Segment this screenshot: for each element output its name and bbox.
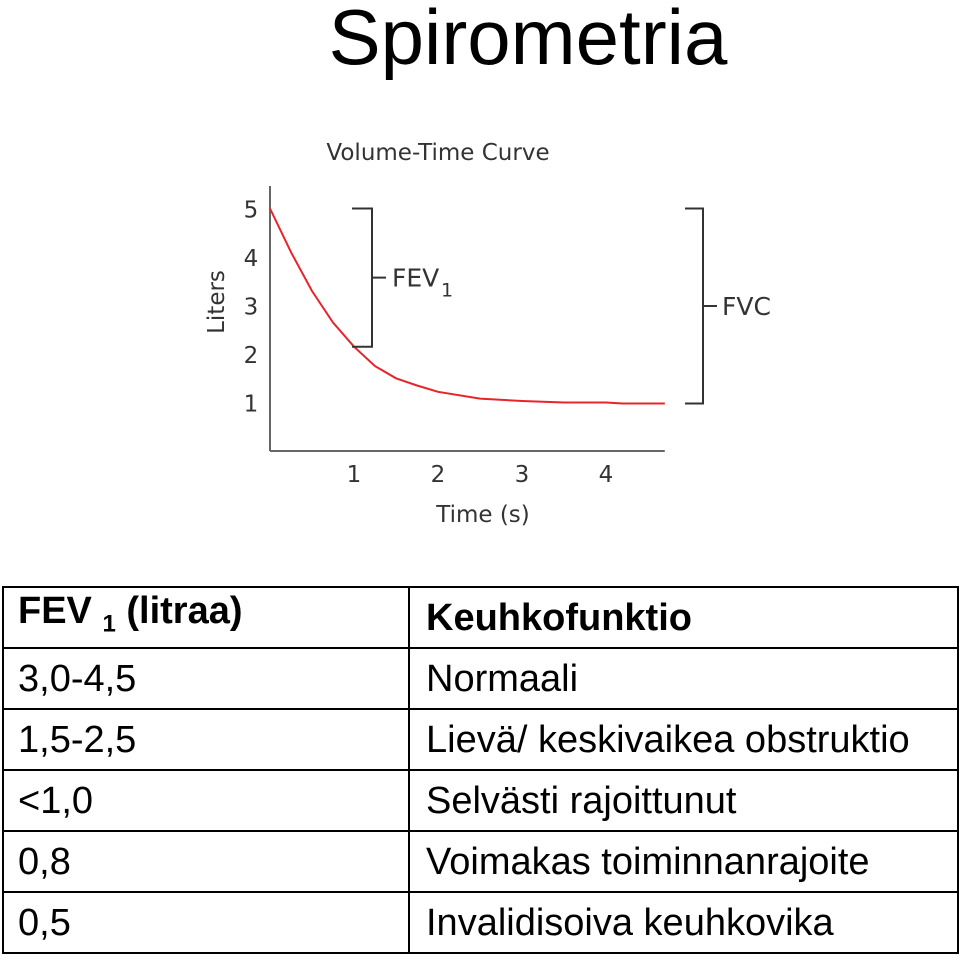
x-axis-label: Time (s): [435, 502, 530, 528]
fvc-bracket: [685, 207, 704, 405]
header-keuhkofunktio: Keuhkofunktio: [408, 586, 959, 649]
fev1-table: FEV 1 (litraa) Keuhkofunktio 3,0-4,5 Norm…: [2, 586, 959, 954]
x-tick-label: 1: [347, 462, 362, 488]
header-fev-sub: 1: [102, 610, 116, 638]
volume-curve-line: [269, 208, 665, 405]
x-tick-label: 2: [431, 462, 446, 488]
volume-time-chart-svg: Volume-Time Curve 1 2 3 4 5 1 2 3 4 Time (s) Liters…: [204, 140, 771, 528]
y-tick-label: 3: [244, 295, 259, 321]
function-cell: Lievä/ keskivaikea obstruktio: [408, 708, 959, 771]
header-fev-rest: (litraa): [115, 589, 243, 632]
table-row: 0,8 Voimakas toiminnanrajoite: [2, 830, 959, 893]
function-cell: Normaali: [408, 647, 959, 710]
chart-title: Volume-Time Curve: [326, 140, 549, 166]
y-tick-label: 4: [244, 246, 259, 272]
function-cell: Selvästi rajoittunut: [408, 769, 959, 832]
table-row: 3,0-4,5 Normaali: [2, 647, 959, 710]
header-fev-main: FEV: [18, 589, 92, 632]
table-row: 0,5 Invalidisoiva keuhkovika: [2, 891, 959, 954]
fev1-cell: <1,0: [2, 769, 410, 832]
y-tick-label: 5: [244, 198, 259, 224]
function-cell: Voimakas toiminnanrajoite: [408, 830, 959, 893]
table-row: <1,0 Selvästi rajoittunut: [2, 769, 959, 832]
header-fev1: FEV 1 (litraa): [2, 586, 410, 649]
volume-time-chart: Volume-Time Curve 1 2 3 4 5 1 2 3 4 Time (s) Liters…: [185, 118, 798, 540]
fvc-annotation-label: FVC: [722, 292, 771, 321]
function-cell: Invalidisoiva keuhkovika: [408, 891, 959, 954]
fev1-annotation-label: FEV: [392, 264, 439, 293]
x-tick-label: 3: [515, 462, 530, 488]
fev1-cell: 0,5: [2, 891, 410, 954]
table-header-row: FEV 1 (litraa) Keuhkofunktio: [2, 586, 959, 649]
y-tick-label: 2: [244, 343, 259, 369]
y-tick-label: 1: [244, 392, 259, 418]
table-row: 1,5-2,5 Lievä/ keskivaikea obstruktio: [2, 708, 959, 771]
fev1-bracket: [352, 207, 373, 348]
x-tick-label: 4: [599, 462, 614, 488]
fev1-cell: 1,5-2,5: [2, 708, 410, 771]
slide-title: Spirometria: [328, 0, 728, 81]
fev1-annotation-subscript: 1: [441, 280, 453, 302]
fev1-cell: 0,8: [2, 830, 410, 893]
fev1-cell: 3,0-4,5: [2, 647, 410, 710]
y-axis-label: Liters: [204, 270, 230, 334]
